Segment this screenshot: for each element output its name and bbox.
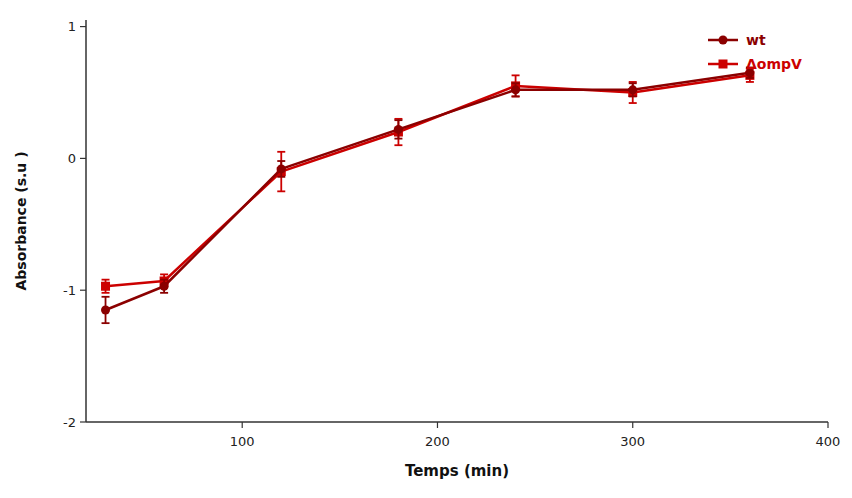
line bbox=[106, 75, 750, 286]
x-tick bbox=[827, 422, 828, 428]
error-bar bbox=[277, 161, 285, 177]
legend-marker bbox=[719, 60, 728, 69]
x-axis-label: Temps (min) bbox=[405, 462, 509, 480]
y-tick-label: 0 bbox=[68, 151, 76, 166]
error-bar bbox=[394, 119, 402, 145]
point bbox=[394, 125, 403, 134]
error-bar bbox=[512, 83, 520, 96]
error-bar bbox=[160, 280, 168, 293]
plot-area bbox=[101, 67, 754, 323]
y-tick bbox=[80, 421, 86, 422]
point bbox=[101, 305, 110, 314]
legend: wt ΔompV bbox=[708, 32, 802, 72]
x-tick-label: 100 bbox=[230, 434, 255, 449]
series bbox=[101, 69, 754, 293]
series bbox=[101, 67, 754, 323]
legend-label: ΔompV bbox=[746, 56, 802, 72]
y-tick bbox=[80, 26, 86, 27]
x-tick-label: 300 bbox=[620, 434, 645, 449]
error-bar bbox=[394, 120, 402, 138]
x-tick bbox=[437, 422, 438, 428]
line bbox=[106, 73, 750, 310]
point bbox=[101, 282, 110, 291]
x-tick-label: 200 bbox=[425, 434, 450, 449]
point bbox=[511, 85, 520, 94]
error-bar bbox=[102, 280, 110, 293]
x-tick bbox=[242, 422, 243, 428]
y-tick-label: -1 bbox=[63, 283, 76, 298]
legend-marker bbox=[719, 36, 728, 45]
x-tick-label: 400 bbox=[816, 434, 841, 449]
point bbox=[277, 164, 286, 173]
x-tick bbox=[632, 422, 633, 428]
error-bar bbox=[629, 83, 637, 96]
point bbox=[160, 282, 169, 291]
y-axis-line bbox=[85, 20, 87, 422]
legend-label: wt bbox=[746, 32, 766, 48]
error-bar bbox=[102, 297, 110, 323]
y-tick-label: 1 bbox=[68, 19, 76, 34]
point bbox=[628, 85, 637, 94]
error-bar bbox=[512, 75, 520, 96]
y-axis-label: Absorbance (s.u ) bbox=[13, 151, 29, 290]
y-tick bbox=[80, 158, 86, 159]
error-bar bbox=[629, 82, 637, 103]
y-tick-label: -2 bbox=[63, 415, 76, 430]
y-tick bbox=[80, 290, 86, 291]
axes: 100 200 300 400 -2 -1 0 1 bbox=[63, 19, 840, 449]
error-bar bbox=[277, 152, 285, 192]
x-axis-line bbox=[86, 421, 828, 423]
chart: 100 200 300 400 -2 -1 0 1 Temps (min) Absorbance … bbox=[0, 0, 852, 498]
